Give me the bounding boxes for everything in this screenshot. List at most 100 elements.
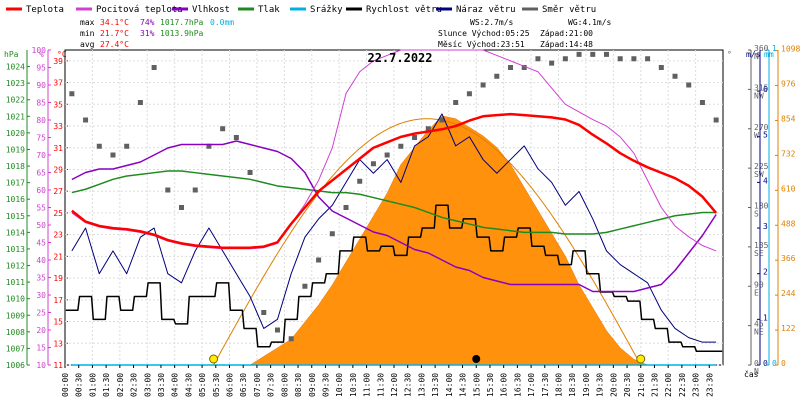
x-tick-label: 09:00 (308, 373, 317, 397)
stat-max-label: max (80, 18, 95, 27)
clear-sky-curve (213, 118, 639, 366)
wind-direction-point (603, 51, 609, 57)
solar-axis-tick-label: 0 (781, 359, 786, 368)
wind-direction-point (535, 56, 541, 62)
wind-direction-point (329, 231, 335, 237)
legend-item-rychlost: Rychlost větru (346, 5, 442, 15)
legend-item-tlak: Tlak (238, 5, 280, 15)
wind-direction-point (521, 65, 527, 70)
wind-direction-point (220, 126, 226, 132)
x-tick-label: 15:00 (472, 373, 481, 397)
stat-max-press: 1017.7hPa (160, 18, 204, 27)
temperature-axis-tick-label: 11 (53, 361, 63, 370)
temperature-axis-tick-label: 19 (53, 274, 63, 283)
pressure-axis-tick-label: 1006 (6, 361, 25, 370)
x-tick-label: 11:00 (363, 373, 372, 397)
wind-direction-point (179, 205, 185, 210)
wind-direction-point (549, 60, 555, 66)
humidity-axis-tick-label: 30 (36, 291, 46, 300)
x-tick-label: 14:30 (459, 373, 468, 397)
sunset-marker (636, 354, 646, 364)
x-tick-label: 21:00 (637, 373, 646, 397)
wind-direction-point (83, 117, 89, 123)
solar-axis-tick-label: 854 (781, 114, 796, 123)
pressure-axis-tick-label: 1014 (6, 228, 25, 237)
axis-unit-hpa: hPa (4, 50, 19, 59)
pressure-axis-tick-label: 1009 (6, 311, 25, 320)
rain-axis-tick-label: 0 (772, 359, 777, 368)
x-tick-label: 22:30 (678, 373, 687, 397)
wind-direction-points (69, 51, 719, 342)
humidity-axis-tick-label: 55 (36, 204, 46, 213)
temperature-axis-tick-label: 13 (53, 339, 63, 348)
stat-avg-label: avg (80, 40, 95, 49)
x-tick-label: 10:00 (335, 373, 344, 397)
x-tick-label: 06:00 (226, 373, 235, 397)
humidity-axis-tick-label: 70 (36, 151, 46, 160)
wind-direction-point (699, 100, 705, 105)
legend-label: Náraz větru (456, 5, 516, 15)
wind-direction-point (343, 205, 349, 210)
x-tick-label: 06:30 (239, 373, 248, 397)
humidity-axis-tick-label: 20 (36, 326, 46, 335)
x-tick-label: 13:30 (431, 373, 440, 397)
x-axis-label: čas (744, 369, 759, 379)
x-tick-label: 07:00 (253, 373, 262, 397)
wind-direction-point (562, 56, 568, 62)
x-tick-label: 11:30 (376, 373, 385, 397)
stat-sun-set: Západ:21:00 (540, 29, 593, 38)
wind-speed-axis-tick-label: 4 (763, 176, 768, 185)
wind-direction-point (274, 327, 280, 333)
x-tick-label: 08:00 (280, 373, 289, 397)
solar-axis-tick-label: 122 (781, 324, 796, 333)
solar-axis-tick-label: 976 (781, 80, 796, 89)
x-tick-label: 18:30 (568, 373, 577, 397)
solar-axis-tick-label: 366 (781, 254, 796, 263)
pressure-axis-tick-label: 1019 (6, 145, 25, 154)
wind-direction-point (384, 152, 390, 158)
humidity-axis-tick-label: 85 (36, 99, 46, 108)
humidity-axis-tick-label: 90 (36, 81, 46, 90)
x-tick-label: 15:30 (486, 373, 495, 397)
x-tick-label: 23:30 (705, 373, 714, 397)
legend-item-smer: Směr větru (522, 5, 596, 15)
x-tick-label: 19:30 (596, 373, 605, 397)
pressure-axis-tick-label: 1020 (6, 129, 25, 138)
direction-axis-compass-label: W (754, 131, 759, 140)
stat-sun: Slunce Východ:05:25 (438, 29, 530, 38)
direction-axis-tick-label: 270 (754, 123, 769, 132)
axis-unit-pct: % (39, 50, 44, 59)
pressure-axis-tick-label: 1007 (6, 344, 25, 353)
x-tick-label: 17:30 (541, 373, 550, 397)
axis-unit-ms: m/s (746, 50, 761, 59)
humidity-axis-tick-label: 65 (36, 169, 46, 178)
humidity-axis-tick-label: 60 (36, 186, 46, 195)
humidity-axis-tick-label: 40 (36, 256, 46, 265)
x-tick-label: 01:30 (102, 373, 111, 397)
pressure-axis-tick-label: 1013 (6, 245, 25, 254)
solar-axis-tick-label: 610 (781, 184, 796, 193)
legend-label: Směr větru (542, 5, 596, 15)
direction-axis-tick-label: 90 (754, 280, 764, 289)
direction-axis-compass-label: SE (754, 249, 764, 258)
temperature-axis-tick-label: 25 (53, 209, 63, 218)
legend-label: Srážky (310, 5, 343, 15)
humidity-line (71, 140, 717, 293)
wind-speed-axis-tick-label: 6 (763, 85, 768, 94)
pressure-axis-tick-label: 1016 (6, 195, 25, 204)
legend-item-teplota: Teplota (6, 5, 64, 15)
wind-direction-point (96, 143, 102, 149)
wind-direction-point (713, 117, 719, 123)
humidity-axis-tick-label: 100 (32, 46, 47, 55)
direction-axis-tick-label: 0 (754, 359, 759, 368)
legend-label: Pocitová teplota (96, 5, 183, 15)
temperature-axis-tick-label: 17 (53, 296, 63, 305)
wind-speed-axis-tick-label: 2 (763, 268, 768, 277)
pressure-line (71, 170, 717, 235)
x-tick-label: 05:30 (212, 373, 221, 397)
temperature-axis-tick-label: 23 (53, 231, 63, 240)
legend-item-srazky: Srážky (290, 5, 343, 15)
temperature-axis-tick-label: 31 (53, 144, 63, 153)
wind-direction-point (165, 187, 171, 193)
